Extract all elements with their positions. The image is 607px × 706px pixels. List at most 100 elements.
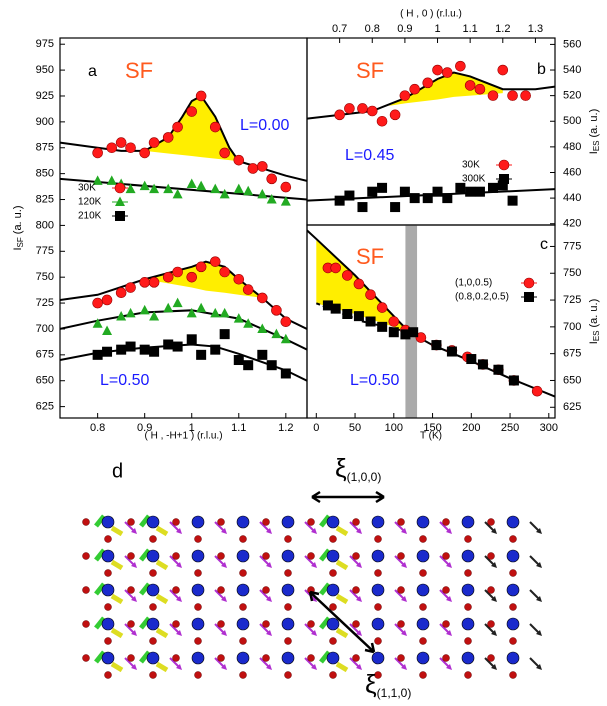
marker [353,278,365,290]
marker [233,154,245,166]
panel-label: b [537,61,546,78]
small-atom [82,620,90,628]
marker [125,142,136,154]
spin-arrowhead [536,528,542,534]
spin-arrowhead [401,562,407,568]
small-atom [419,637,427,645]
marker [115,137,127,148]
small-atom [172,654,180,662]
large-atom [416,515,430,529]
small-atom [397,518,405,526]
y-tick-label: 725 [36,297,54,309]
small-atom [262,518,270,526]
marker [399,90,411,101]
y-axis-label: IES (a. u.) [588,109,601,154]
marker [92,349,103,360]
plot-frame [306,224,556,419]
y-tick-label: 875 [36,142,54,154]
x-tick-label: 0.7 [332,23,347,35]
small-atom [262,620,270,628]
large-atom [506,549,520,563]
bond-yellow [335,661,349,673]
marker [195,90,207,102]
small-atom [239,671,247,679]
marker [149,311,160,321]
small-atom [194,535,202,543]
small-atom [329,603,337,611]
y-tick-label: 775 [563,240,581,252]
small-atom [464,671,472,679]
y-axis-label: ISF (a. u.) [12,205,25,250]
marker [422,77,434,89]
small-atom [307,620,315,628]
marker [344,103,355,114]
spin-arrowhead [491,528,497,534]
marker [257,323,268,333]
marker [432,186,443,197]
annotation: L=0.45 [345,147,394,164]
small-atom [217,552,225,560]
marker [330,262,341,274]
temperature-band [405,225,418,418]
spin-arrowhead [266,664,272,670]
marker [172,121,183,133]
marker [139,344,150,355]
small-atom [509,671,517,679]
marker [280,333,291,344]
bond-yellow [155,593,169,605]
large-atom [371,583,385,597]
y-tick-label: 800 [36,219,54,231]
marker [477,359,488,370]
marker [92,318,103,328]
small-atom [442,552,450,560]
large-atom [146,583,160,597]
small-atom [239,637,247,645]
marker [365,289,376,300]
small-atom [284,535,292,543]
marker [257,349,268,360]
y-tick-label: 650 [36,375,54,387]
small-atom [509,637,517,645]
plot-area [307,225,555,418]
small-atom [284,569,292,577]
marker [172,188,183,199]
spin-arrowhead [536,596,542,602]
small-atom [419,603,427,611]
y-tick-label: 540 [563,64,581,76]
x-tick-label: 0 [313,422,319,434]
xi-symbol: ξ [365,669,377,699]
marker [186,334,197,345]
spin-arrowhead [176,562,182,568]
small-atom [82,586,90,594]
bond-green [139,650,151,664]
marker [219,329,230,340]
spin-arrowhead [356,562,362,568]
marker [106,142,118,154]
marker [163,183,174,194]
marker [280,181,292,193]
small-atom [262,654,270,662]
small-atom [172,518,180,526]
marker [474,186,485,197]
y-axis-label-sub: ES [592,141,601,152]
x-tick-label: 1 [434,23,440,35]
large-atom [326,617,340,631]
small-atom [217,620,225,628]
small-atom [487,620,495,628]
small-atom [217,654,225,662]
marker [116,344,127,355]
marker [442,67,453,78]
y-tick-label: 975 [36,38,54,50]
y-tick-label: 520 [563,90,581,102]
difference-fill [388,72,503,106]
small-atom [352,552,360,560]
large-atom [236,515,250,529]
large-atom [416,651,430,665]
large-atom [371,651,385,665]
spin-arrowhead [221,528,227,534]
legend-marker [524,292,534,302]
x-tick-label: 1.2 [278,422,293,434]
small-atom [329,637,337,645]
x-axis-label: ( H , -H+1 ) (r.l.u.) [144,431,222,442]
large-atom [146,651,160,665]
